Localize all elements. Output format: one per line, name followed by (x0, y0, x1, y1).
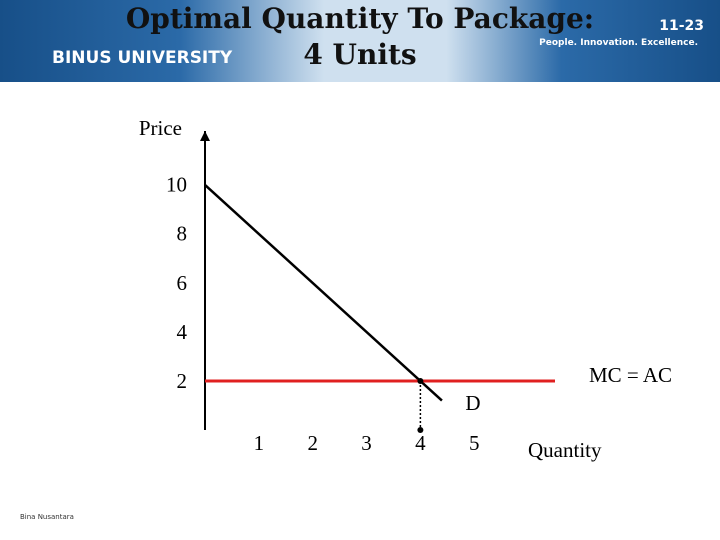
footer: Bina Nusantara (20, 513, 74, 521)
point (417, 427, 424, 433)
y-axis-label: Price (139, 116, 182, 140)
series-label: MC = AC (589, 363, 672, 387)
title: Optimal Quantity To Package: (125, 2, 595, 35)
y-tick-label: 6 (177, 271, 188, 295)
y-tick-label: 8 (177, 222, 188, 246)
title: 4 Units (303, 38, 417, 71)
x-tick-label: 2 (307, 431, 318, 455)
x-tick-label: 1 (254, 431, 265, 455)
slide-number: 11-23 (659, 18, 704, 34)
header: BINUS UNIVERSITY 11-23 People. Innovatio… (0, 0, 720, 82)
point (417, 377, 424, 384)
tagline: People. Innovation. Excellence. (539, 38, 698, 48)
y-tick-label: 2 (177, 369, 188, 393)
series-label: D (465, 391, 480, 415)
x-tick-label: 4 (415, 431, 426, 455)
logo: BINUS UNIVERSITY (52, 48, 233, 68)
y-tick-label: 4 (177, 320, 188, 344)
x-tick-label: 5 (469, 431, 480, 455)
y-tick-label: 10 (166, 173, 187, 197)
x-axis-label: Quantity (528, 438, 602, 462)
series-line (204, 183, 443, 402)
axis-arrow (200, 131, 210, 141)
x-tick-label: 3 (361, 431, 372, 455)
